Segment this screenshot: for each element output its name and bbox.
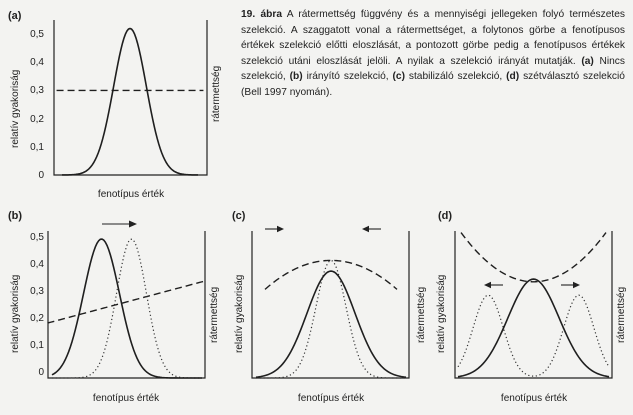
panel-d-selection-arrow-right [561,281,580,289]
panel-d-fitness-curve [460,232,607,283]
panel-b-x-axis-title: fenotípus érték [93,393,160,404]
panel-d-axes [454,231,613,379]
panel-b-y-tick: 0,4 [30,259,44,270]
panel-a-y-tick: 0,1 [30,142,44,153]
panel-a-y-tick: 0,4 [30,57,44,68]
caption-letter-b: (b) [289,71,303,82]
panel-a-y-ticks: 0,5 0,4 0,3 0,2 0,1 0 [30,29,44,181]
panel-c-y-axis-title: relatív gyakoriság [234,275,245,353]
caption-source: (Bell 1997 nyomán). [241,86,333,98]
panel-b-y-tick: 0,1 [30,340,44,351]
panel-c-selection-arrow-right [265,225,284,233]
panel-b-y-ticks: 0,5 0,4 0,3 0,2 0,1 0 [30,232,44,378]
caption-text-b: irányító szelekció, [306,71,389,82]
caption-text: A rátermettség függvény és a mennyiségi … [241,9,625,67]
panel-b-y-axis-title: relatív gyakoriság [10,275,21,353]
panel-a-fitness-axis-title: rátermettség [211,66,222,122]
caption-letter-d: (d) [506,71,520,82]
panel-b-y-tick: 0,5 [30,232,44,243]
panel-d: relatív gyakoriság rátermettség fenotípu… [436,231,627,404]
panel-b-fitness-curve [47,279,207,324]
panel-a-x-axis-title: fenotípus érték [98,189,165,200]
panel-c-distribution-after [256,259,406,379]
panel-b-fitness-axis-title: rátermettség [209,287,220,343]
panel-a-y-tick: 0,5 [30,29,44,40]
panel-b-axes [47,231,206,379]
caption-number: 19. ábra [241,9,283,20]
panel-label-d: (d) [438,210,452,222]
panel-a-y-axis-title: relatív gyakoriság [10,70,21,148]
caption-letter-a: (a) [581,55,594,67]
panel-b-distribution-after [52,238,202,379]
panel-a-y-tick: 0 [38,170,44,181]
panel-b-y-tick: 0,3 [30,286,44,297]
panel-label-c: (c) [232,210,246,222]
panel-d-distribution-before [457,278,610,378]
panel-d-x-axis-title: fenotípus érték [501,393,568,404]
caption-letter-c: (c) [392,71,405,82]
panel-label-a: (a) [8,10,22,22]
panel-d-fitness-axis-title: rátermettség [616,287,627,343]
panel-a-axes [53,20,208,176]
panel-c-axes [251,231,410,379]
panel-a-y-tick: 0,2 [30,114,44,125]
panel-label-b: (b) [8,210,22,222]
panel-b-distribution-before [51,238,202,379]
caption-text-d: szétválasztó szelekció [523,71,625,82]
caption-text-a: Nincs szelekció, [241,55,625,83]
panel-a: relatív gyakoriság rátermettség 0,5 0,4 … [10,20,222,200]
panel-b: relatív gyakoriság rátermettség 0,5 0,4 … [10,220,220,404]
panel-c: relatív gyakoriság rátermettség fenotípu… [234,225,427,404]
panel-c-x-axis-title: fenotípus érték [298,393,365,404]
panel-a-y-tick: 0,3 [30,85,44,96]
panel-d-selection-arrow-left [484,281,503,289]
panel-c-fitness-curve [264,259,398,290]
panel-d-distribution-after [457,294,610,377]
panel-c-distribution-before [255,270,407,378]
panel-d-y-axis-title: relatív gyakoriság [436,275,447,353]
panel-a-distribution-before [61,27,199,176]
panel-b-y-tick: 0 [38,367,44,378]
panel-c-selection-arrow-left [362,225,381,233]
panel-c-fitness-axis-title: rátermettség [416,287,427,343]
caption-text-c: stabilizáló szelekció, [408,71,503,82]
panel-b-y-tick: 0,2 [30,313,44,324]
figure-caption: 19. ábra A rátermettség függvény és a me… [241,7,625,100]
panel-b-selection-arrow [102,220,137,228]
